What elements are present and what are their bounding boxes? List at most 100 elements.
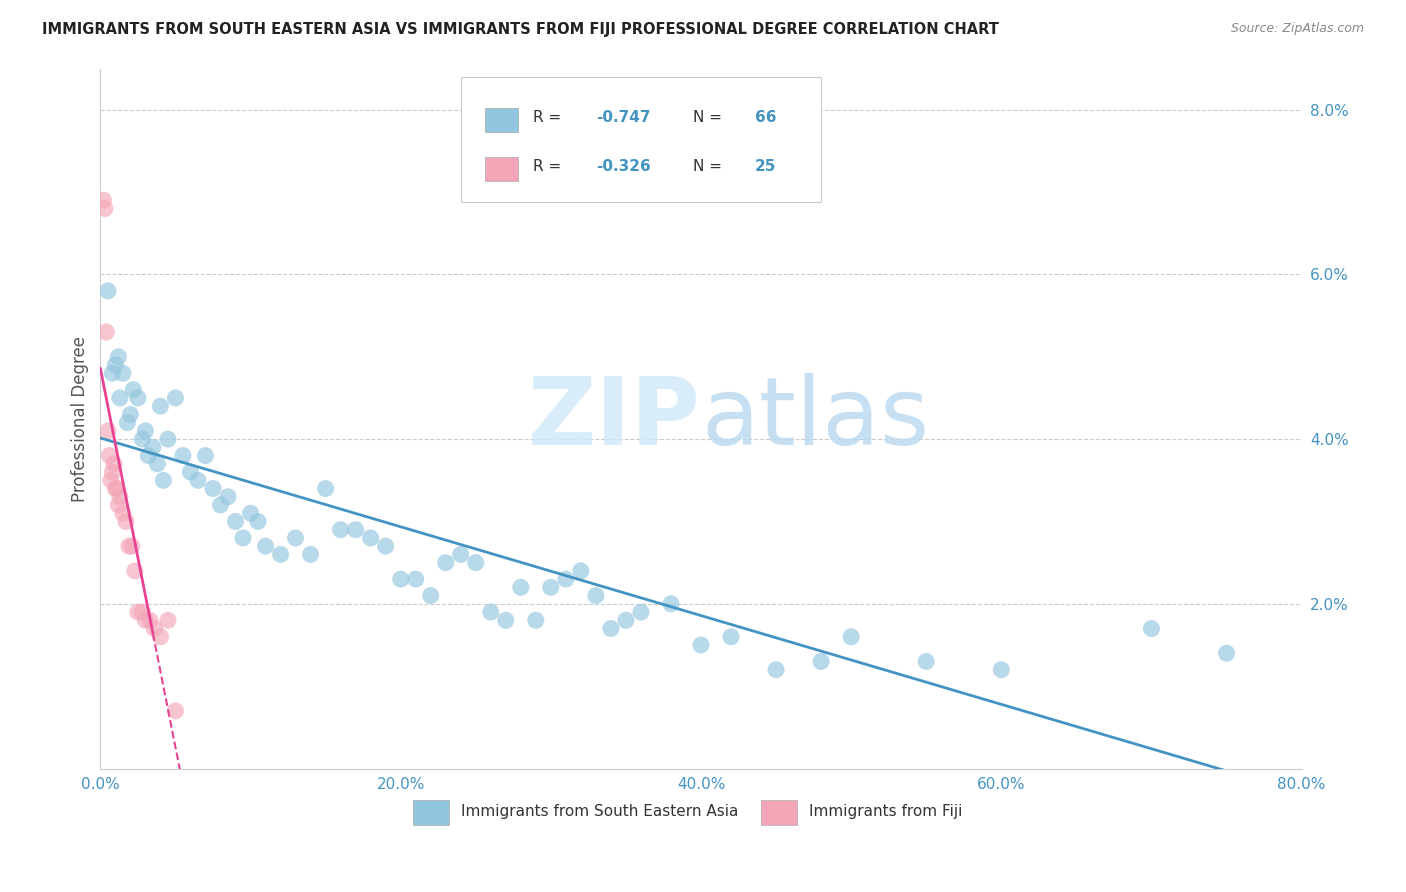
Point xyxy=(599,622,621,636)
Point xyxy=(131,605,153,619)
Point xyxy=(152,473,174,487)
Point xyxy=(111,366,134,380)
Point xyxy=(990,663,1012,677)
Point xyxy=(165,391,187,405)
Text: N =: N = xyxy=(693,159,727,174)
Point xyxy=(344,523,367,537)
Point xyxy=(117,416,139,430)
Point xyxy=(127,605,149,619)
Point xyxy=(765,663,787,677)
Point xyxy=(108,391,131,405)
Point xyxy=(131,432,153,446)
Point xyxy=(108,490,131,504)
Text: ZIP: ZIP xyxy=(529,373,702,465)
Point xyxy=(97,284,120,298)
Point xyxy=(149,630,172,644)
Point xyxy=(194,449,217,463)
Point xyxy=(134,424,156,438)
Point xyxy=(98,449,121,463)
Text: Immigrants from Fiji: Immigrants from Fiji xyxy=(808,805,963,820)
Point xyxy=(299,548,322,562)
Point xyxy=(217,490,239,504)
Point xyxy=(100,473,122,487)
Point xyxy=(405,572,427,586)
Point xyxy=(96,325,118,339)
Text: R =: R = xyxy=(533,159,567,174)
Point xyxy=(118,539,141,553)
Point xyxy=(479,605,502,619)
Point xyxy=(524,613,547,627)
FancyBboxPatch shape xyxy=(761,800,797,824)
Point xyxy=(187,473,209,487)
Point xyxy=(107,350,129,364)
Point xyxy=(284,531,307,545)
Point xyxy=(329,523,352,537)
Text: atlas: atlas xyxy=(702,373,929,465)
Point xyxy=(124,564,146,578)
Point xyxy=(93,194,115,208)
Point xyxy=(115,515,138,529)
Point xyxy=(94,202,117,216)
Point xyxy=(179,465,201,479)
Point xyxy=(554,572,576,586)
Point xyxy=(495,613,517,627)
FancyBboxPatch shape xyxy=(485,108,519,131)
Point xyxy=(101,465,124,479)
Point xyxy=(232,531,254,545)
Point xyxy=(111,506,134,520)
FancyBboxPatch shape xyxy=(461,77,821,202)
Text: 66: 66 xyxy=(755,110,776,125)
Point xyxy=(104,482,127,496)
Point xyxy=(121,539,143,553)
Point xyxy=(149,399,172,413)
Point xyxy=(146,457,169,471)
Point xyxy=(690,638,713,652)
FancyBboxPatch shape xyxy=(413,800,449,824)
Point xyxy=(419,589,441,603)
Text: -0.747: -0.747 xyxy=(596,110,651,125)
Point xyxy=(101,366,124,380)
Point xyxy=(720,630,742,644)
Point xyxy=(450,548,472,562)
Point xyxy=(1215,646,1237,660)
Point xyxy=(134,613,156,627)
Point xyxy=(389,572,412,586)
Point xyxy=(165,704,187,718)
Point xyxy=(201,482,224,496)
Point xyxy=(509,580,531,594)
Point xyxy=(254,539,277,553)
Text: 25: 25 xyxy=(755,159,776,174)
Point xyxy=(120,408,142,422)
Point xyxy=(139,613,162,627)
Point xyxy=(156,613,179,627)
Text: IMMIGRANTS FROM SOUTH EASTERN ASIA VS IMMIGRANTS FROM FIJI PROFESSIONAL DEGREE C: IMMIGRANTS FROM SOUTH EASTERN ASIA VS IM… xyxy=(42,22,1000,37)
Text: Source: ZipAtlas.com: Source: ZipAtlas.com xyxy=(1230,22,1364,36)
Text: Immigrants from South Eastern Asia: Immigrants from South Eastern Asia xyxy=(461,805,738,820)
Point xyxy=(97,424,120,438)
Point xyxy=(810,655,832,669)
Point xyxy=(172,449,194,463)
Point xyxy=(122,383,145,397)
Point xyxy=(156,432,179,446)
Point xyxy=(224,515,246,529)
Point xyxy=(209,498,232,512)
Text: N =: N = xyxy=(693,110,727,125)
Point xyxy=(247,515,270,529)
Point xyxy=(143,622,166,636)
Point xyxy=(569,564,592,578)
Y-axis label: Professional Degree: Professional Degree xyxy=(72,335,89,501)
Point xyxy=(315,482,337,496)
Point xyxy=(239,506,262,520)
Text: -0.326: -0.326 xyxy=(596,159,651,174)
Text: R =: R = xyxy=(533,110,567,125)
Point xyxy=(434,556,457,570)
Point xyxy=(142,441,165,455)
Point xyxy=(107,498,129,512)
Point xyxy=(585,589,607,603)
Point xyxy=(839,630,862,644)
Point xyxy=(540,580,562,594)
Point xyxy=(103,457,125,471)
Point xyxy=(374,539,396,553)
Point xyxy=(915,655,938,669)
Point xyxy=(1140,622,1163,636)
